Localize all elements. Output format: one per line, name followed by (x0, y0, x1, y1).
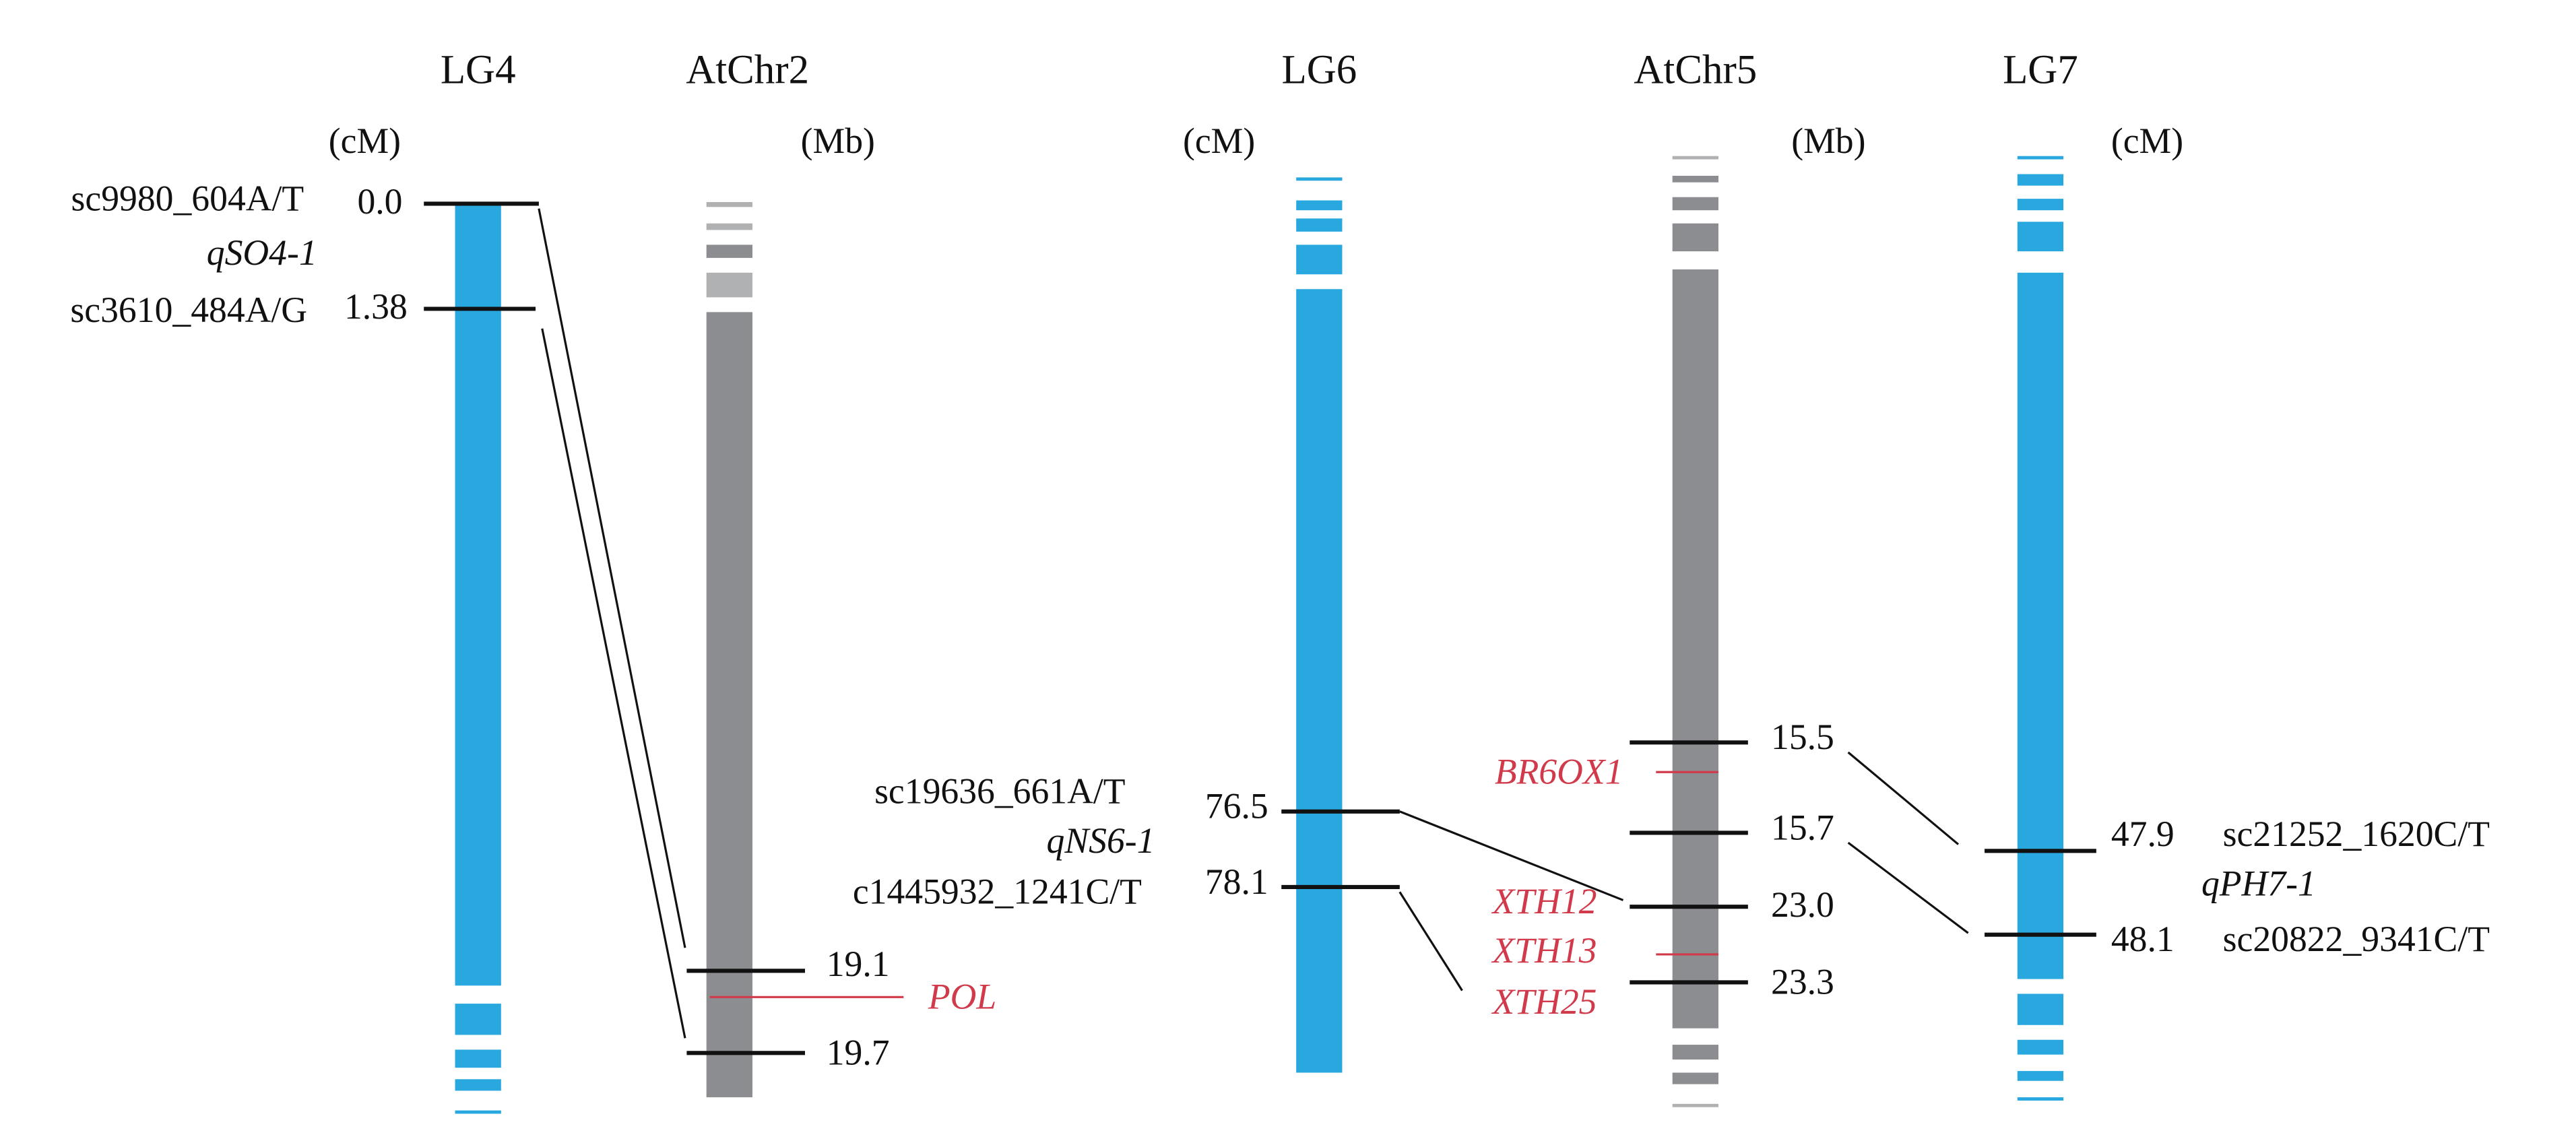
chromosome-bar (1672, 269, 1718, 1029)
marker-name: sc21252_1620C/T (2223, 814, 2490, 854)
band (1672, 156, 1718, 160)
band (1672, 175, 1718, 183)
band (1296, 244, 1343, 275)
chromosome-bar (455, 203, 501, 986)
map-title: LG4 (441, 48, 516, 93)
band (1672, 1072, 1718, 1084)
position-label: 19.1 (827, 944, 890, 984)
band (2017, 1039, 2064, 1055)
marker-position: 48.1 (2111, 919, 2175, 959)
synteny-line (538, 208, 686, 948)
band (2017, 222, 2064, 252)
band (1296, 177, 1343, 181)
band (2017, 174, 2064, 186)
marker-position: 47.9 (2111, 814, 2175, 854)
lg6: LG6 (cM) sc19636_661A/T 76.5 qNS6-1 c144… (853, 48, 1400, 1073)
position-label: 15.7 (1771, 807, 1834, 847)
band (455, 1110, 501, 1114)
band (1672, 197, 1718, 211)
lg7: LG7 (cM) 47.9 sc21252_1620C/T qPH7-1 48.… (1985, 48, 2490, 1101)
position-label: 23.3 (1771, 962, 1834, 1002)
band (706, 244, 752, 258)
band (2017, 156, 2064, 160)
band (1296, 218, 1343, 232)
synteny-line (541, 328, 686, 1039)
band (2017, 1071, 2064, 1081)
band (2017, 199, 2064, 211)
unit: (cM) (329, 121, 401, 161)
marker-name: c1445932_1241C/T (853, 871, 1142, 911)
band (2017, 993, 2064, 1025)
band (2017, 1097, 2064, 1101)
unit: (Mb) (1791, 121, 1865, 161)
marker-position: 76.5 (1205, 786, 1268, 826)
band (455, 1004, 501, 1035)
synteny-line (1847, 751, 1960, 845)
band (706, 201, 752, 207)
marker-name: sc9980_604A/T (71, 178, 304, 218)
position-label: 19.7 (827, 1032, 890, 1072)
qtl-label: qNS6-1 (1047, 820, 1155, 861)
unit: (cM) (2111, 121, 2183, 161)
gene-label: POL (928, 977, 996, 1017)
unit: (cM) (1183, 121, 1255, 161)
marker-position: 78.1 (1205, 861, 1268, 902)
qtl-label: qPH7-1 (2201, 863, 2316, 903)
position-label: 15.5 (1771, 717, 1834, 757)
synteny-line (1398, 891, 1463, 991)
gene-label: BR6OX1 (1495, 751, 1623, 791)
band (1296, 200, 1343, 211)
band (455, 1049, 501, 1068)
map-title: AtChr5 (1634, 48, 1757, 93)
atchr5: AtChr5 (Mb) 15.5 15.7 23.0 23.3 BR6OX1 X… (1491, 48, 1865, 1107)
gene-label: XTH12 (1491, 881, 1597, 921)
band (1672, 223, 1718, 252)
chromosome-bar (706, 312, 752, 1098)
unit: (Mb) (801, 121, 875, 161)
gene-label: XTH13 (1491, 930, 1597, 971)
gene-label: XTH25 (1491, 981, 1597, 1022)
marker-position: 1.38 (344, 286, 408, 327)
chromosome-bar (2017, 272, 2064, 979)
synteny-line (1399, 810, 1624, 901)
position-label: 23.0 (1771, 884, 1834, 925)
qtl-label: qSO4-1 (207, 232, 317, 273)
band (1672, 1045, 1718, 1060)
band (706, 272, 752, 298)
marker-name: sc20822_9341C/T (2223, 919, 2490, 959)
map-title: AtChr2 (686, 48, 809, 93)
band (706, 223, 752, 230)
band (1672, 1103, 1718, 1107)
map-title: LG7 (2003, 48, 2078, 93)
lg4: LG4 (cM) sc9980_604A/T 0.0 qSO4-1 sc3610… (70, 48, 539, 1114)
synteny-line (1847, 841, 1969, 934)
map-title: LG6 (1281, 48, 1357, 93)
band (455, 1079, 501, 1091)
chromosome-bar (1296, 289, 1343, 1073)
marker-position: 0.0 (357, 181, 402, 222)
atchr2: AtChr2 (Mb) 19.1 19.7 POL (686, 48, 996, 1098)
marker-name: sc3610_484A/G (70, 290, 307, 330)
marker-name: sc19636_661A/T (874, 771, 1125, 812)
